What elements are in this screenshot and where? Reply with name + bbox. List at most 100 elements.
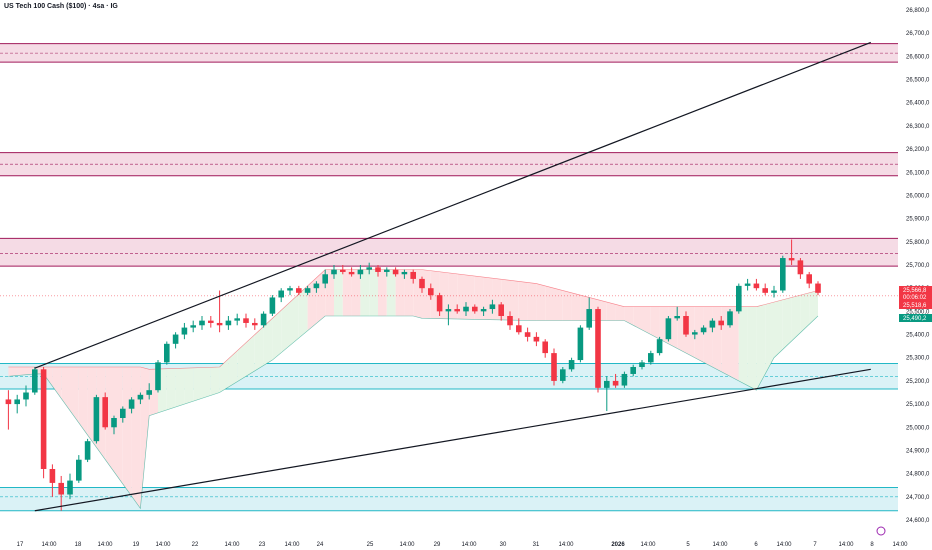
candle-body	[181, 327, 188, 335]
cloud-segment	[448, 272, 458, 320]
candle-body	[700, 327, 707, 333]
cloud-segment	[166, 368, 176, 410]
cloud-segment	[263, 318, 273, 366]
price-label-box	[899, 314, 932, 322]
cloud-segment	[510, 280, 519, 321]
candle	[489, 299, 496, 314]
cloud-segment	[281, 302, 290, 353]
candle	[32, 367, 38, 395]
candle	[278, 288, 284, 303]
candle-body	[366, 267, 372, 270]
candle-body	[454, 309, 460, 312]
cloud-segment	[527, 282, 537, 321]
candle	[260, 311, 267, 328]
cloud-segment	[210, 367, 220, 396]
candle	[392, 267, 399, 277]
cloud-segment	[624, 306, 634, 326]
candle-body	[560, 369, 566, 381]
cloud-segment	[571, 292, 581, 321]
cloud-segment	[184, 367, 194, 405]
y-tick-label: 26,200,0	[906, 147, 930, 153]
y-tick-label: 24,600,0	[906, 518, 930, 524]
candle-body	[357, 269, 364, 275]
candle	[665, 316, 672, 342]
candle-body	[14, 399, 20, 405]
candle-body	[392, 269, 399, 275]
price-label-text: 00:06:02	[903, 295, 927, 301]
cloud-segment	[122, 367, 132, 497]
candle	[384, 267, 390, 277]
candle-body	[146, 390, 152, 395]
cloud-segment	[457, 273, 466, 320]
cloud-lower-line	[8, 315, 819, 510]
y-tick-label: 25,800,0	[906, 240, 930, 246]
cloud-segment	[17, 367, 26, 376]
candle	[313, 281, 320, 293]
x-tick-label: 14:00	[838, 542, 854, 548]
price-label-box	[899, 301, 932, 309]
cloud-segment	[562, 290, 572, 321]
candle	[155, 360, 161, 393]
cloud-segment	[219, 358, 229, 393]
support-zone	[0, 487, 898, 511]
candle-body	[524, 332, 531, 337]
cloud-segment	[404, 269, 414, 316]
candle	[744, 278, 751, 291]
x-tick-label: 25	[367, 542, 374, 548]
x-tick-label: 22	[192, 542, 199, 548]
candle-body	[753, 283, 760, 289]
candle-body	[727, 311, 733, 326]
candle	[199, 316, 205, 330]
candle-body	[155, 362, 161, 391]
cloud-segment	[70, 367, 79, 423]
candle	[595, 306, 601, 393]
candle	[366, 262, 372, 275]
candle-body	[40, 369, 47, 469]
y-tick-label: 25,500,0	[906, 309, 930, 315]
cloud-segment	[712, 306, 722, 372]
x-tick-label: 6	[754, 542, 758, 548]
candle	[348, 267, 355, 277]
candle-body	[683, 316, 689, 335]
candle-body	[190, 325, 196, 328]
candle	[234, 313, 240, 326]
candle-body	[604, 380, 610, 388]
price-label-box	[899, 293, 932, 301]
cloud-segment	[342, 269, 352, 316]
candle-body	[762, 288, 768, 293]
candle-body	[278, 290, 284, 298]
cloud-segment	[246, 334, 255, 377]
candle	[639, 360, 645, 370]
candle-body	[287, 288, 293, 291]
cloud-segment	[237, 342, 246, 382]
candle-body	[76, 459, 82, 481]
cloud-segment	[78, 367, 88, 436]
candle	[612, 373, 619, 388]
candle-body	[322, 274, 328, 284]
candle	[797, 258, 804, 279]
cloud-segment	[360, 269, 370, 316]
candle-body	[780, 258, 786, 291]
cloud-segment	[61, 367, 70, 411]
candle	[225, 316, 232, 330]
candle-body	[665, 318, 672, 340]
cloud-segment	[738, 306, 748, 386]
cloud-segment	[474, 276, 484, 320]
cloud-segment	[782, 297, 792, 350]
candle	[692, 329, 698, 340]
candle	[243, 313, 249, 328]
x-tick-label: 14:00	[97, 542, 113, 548]
x-tick-label: 18	[75, 542, 82, 548]
candle-body	[375, 267, 381, 272]
x-tick-label: 14:00	[284, 542, 300, 548]
candle	[120, 406, 126, 423]
cloud-segment	[747, 306, 757, 391]
x-tick-label: 14:00	[399, 542, 415, 548]
cloud-segment	[791, 295, 801, 342]
candle	[524, 327, 531, 342]
cloud-segment	[8, 367, 18, 377]
candle	[40, 367, 47, 479]
cloud-segment	[756, 304, 766, 391]
candle-body	[480, 309, 487, 312]
